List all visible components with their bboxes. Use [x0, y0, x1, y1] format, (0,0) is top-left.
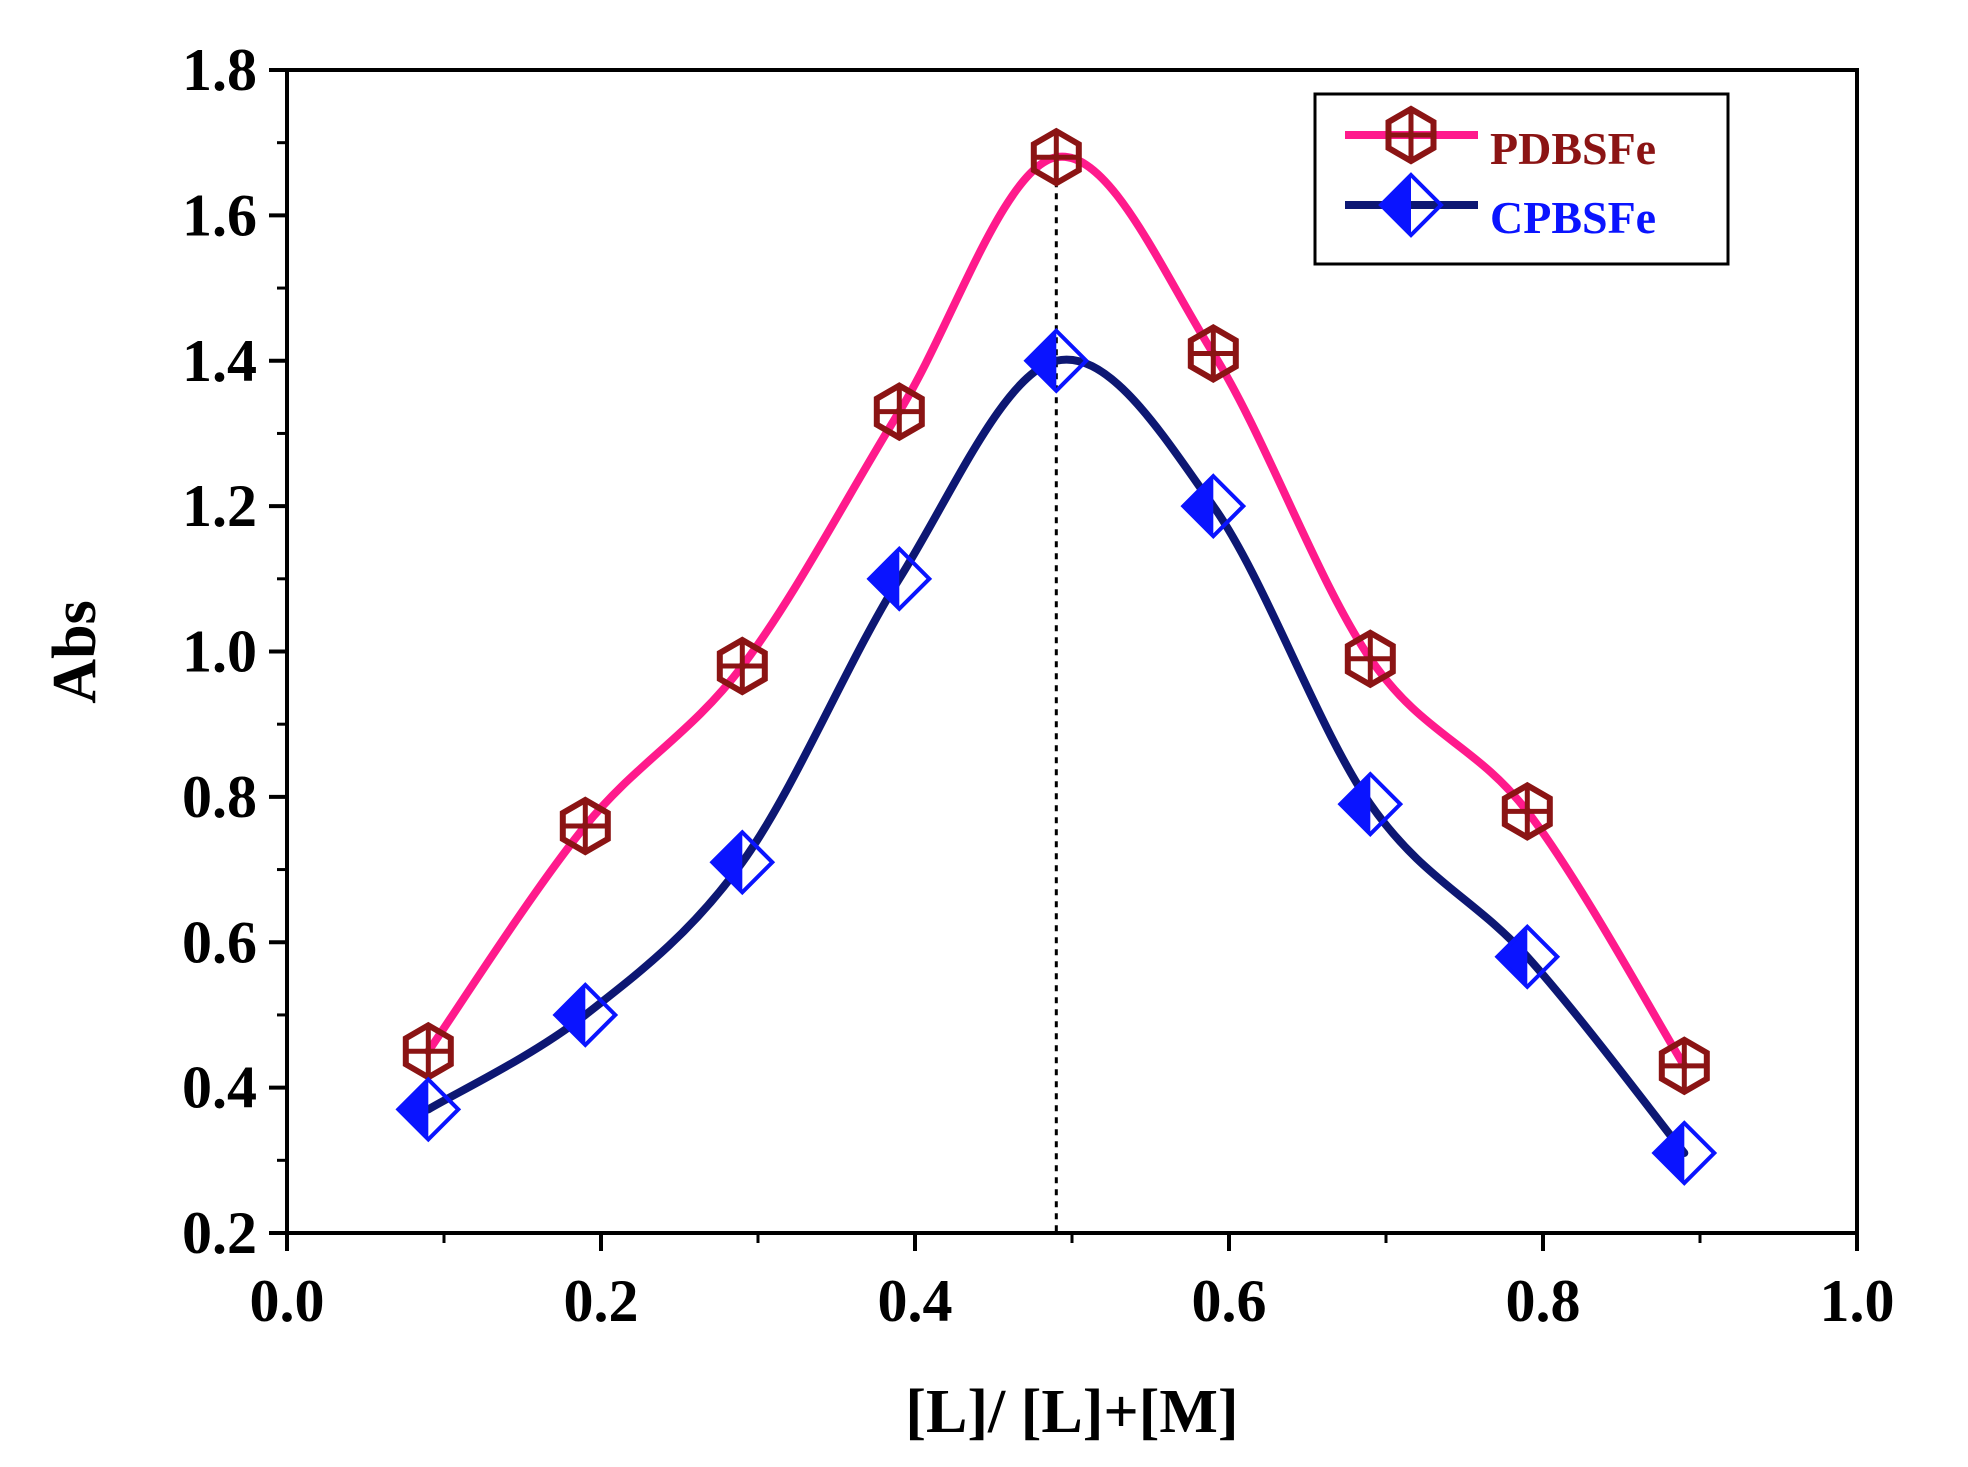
data-point-cpbsfe — [709, 829, 776, 896]
data-point-pdbsfe — [1501, 781, 1553, 841]
data-point-cpbsfe-outline — [1494, 923, 1561, 990]
x-tick-label: 0.2 — [564, 1268, 639, 1334]
legend-marker-cpbsfe-outline — [1378, 172, 1444, 238]
y-tick-label: 0.2 — [182, 1200, 257, 1266]
y-tick-label: 1.8 — [182, 37, 257, 103]
data-point-cpbsfe-filled-half — [1497, 926, 1528, 987]
data-point-pdbsfe — [1187, 324, 1239, 383]
data-point-pdbsfe — [873, 382, 925, 442]
legend-label-cpbsfe: CPBSFe — [1490, 192, 1656, 243]
data-point-cpbsfe-outline — [1337, 771, 1404, 837]
data-point-cpbsfe-filled-half — [869, 548, 900, 609]
data-point-cpbsfe-filled-half — [1340, 774, 1371, 835]
data-point-pdbsfe — [716, 636, 768, 696]
x-tick-label: 1.0 — [1820, 1268, 1895, 1334]
data-point-pdbsfe-outline — [1344, 629, 1396, 689]
data-point-cpbsfe-filled-half — [1026, 330, 1057, 391]
data-point-cpbsfe-filled-half — [398, 1079, 429, 1140]
axis-ticks — [269, 68, 1859, 1251]
data-point-pdbsfe — [402, 1021, 454, 1081]
data-point-cpbsfe-filled-half — [555, 984, 586, 1045]
x-tick-label: 0.8 — [1506, 1268, 1581, 1334]
legend-marker-cpbsfe-filled-half — [1381, 175, 1411, 235]
data-point-cpbsfe-outline — [709, 829, 776, 896]
data-point-cpbsfe — [395, 1076, 462, 1143]
legend-label-pdbsfe: PDBSFe — [1490, 123, 1656, 174]
y-tick-label: 0.6 — [182, 909, 257, 975]
data-point-pdbsfe-outline — [1187, 324, 1239, 383]
series-line-cpbsfe — [424, 355, 1689, 1158]
y-tick-labels: 0.2 0.4 0.6 0.8 1.0 1.2 1.4 1.6 1.8 — [182, 37, 257, 1266]
data-point-cpbsfe — [1180, 473, 1247, 539]
data-point-cpbsfe — [1023, 327, 1090, 394]
data-point-pdbsfe — [1030, 127, 1082, 187]
data-point-cpbsfe — [1494, 923, 1561, 990]
data-point-cpbsfe — [1337, 771, 1404, 837]
legend-marker-cpbsfe — [1378, 172, 1444, 238]
legend-box — [1313, 92, 1730, 266]
data-point-cpbsfe-outline — [1651, 1120, 1718, 1186]
x-tick-label: 0.0 — [250, 1268, 325, 1334]
legend-marker-pdbsfe — [1385, 105, 1437, 165]
x-tick-label: 0.4 — [878, 1268, 953, 1334]
y-axis-title: Abs — [41, 600, 109, 703]
data-point-cpbsfe-filled-half — [712, 832, 743, 893]
data-point-cpbsfe — [866, 545, 933, 612]
data-point-cpbsfe-outline — [552, 982, 619, 1048]
x-axis-title: [L]/ [L]+[M] — [905, 1378, 1238, 1446]
y-tick-label: 0.8 — [182, 764, 257, 830]
data-point-pdbsfe — [1344, 629, 1396, 689]
data-point-cpbsfe-outline — [1180, 473, 1247, 539]
series-markers — [395, 127, 1718, 1186]
data-point-cpbsfe — [552, 982, 619, 1048]
y-tick-label: 0.4 — [182, 1055, 257, 1121]
data-point-cpbsfe-filled-half — [1183, 476, 1214, 537]
y-tick-label: 1.6 — [182, 182, 257, 248]
y-tick-label: 1.2 — [182, 473, 257, 539]
y-tick-label: 1.0 — [182, 619, 257, 685]
data-point-pdbsfe-outline — [559, 796, 611, 856]
y-tick-label: 1.4 — [182, 328, 257, 394]
data-point-pdbsfe — [1658, 1036, 1710, 1096]
data-point-cpbsfe — [1651, 1120, 1718, 1186]
x-tick-labels: 0.0 0.2 0.4 0.6 0.8 1.0 — [250, 1268, 1895, 1334]
data-point-cpbsfe-outline — [395, 1076, 462, 1143]
legend: PDBSFe CPBSFe — [1313, 92, 1730, 266]
data-point-cpbsfe-filled-half — [1654, 1123, 1685, 1184]
data-point-cpbsfe-outline — [866, 545, 933, 612]
x-tick-label: 0.6 — [1192, 1268, 1267, 1334]
data-point-cpbsfe-outline — [1023, 327, 1090, 394]
data-point-pdbsfe — [559, 796, 611, 856]
